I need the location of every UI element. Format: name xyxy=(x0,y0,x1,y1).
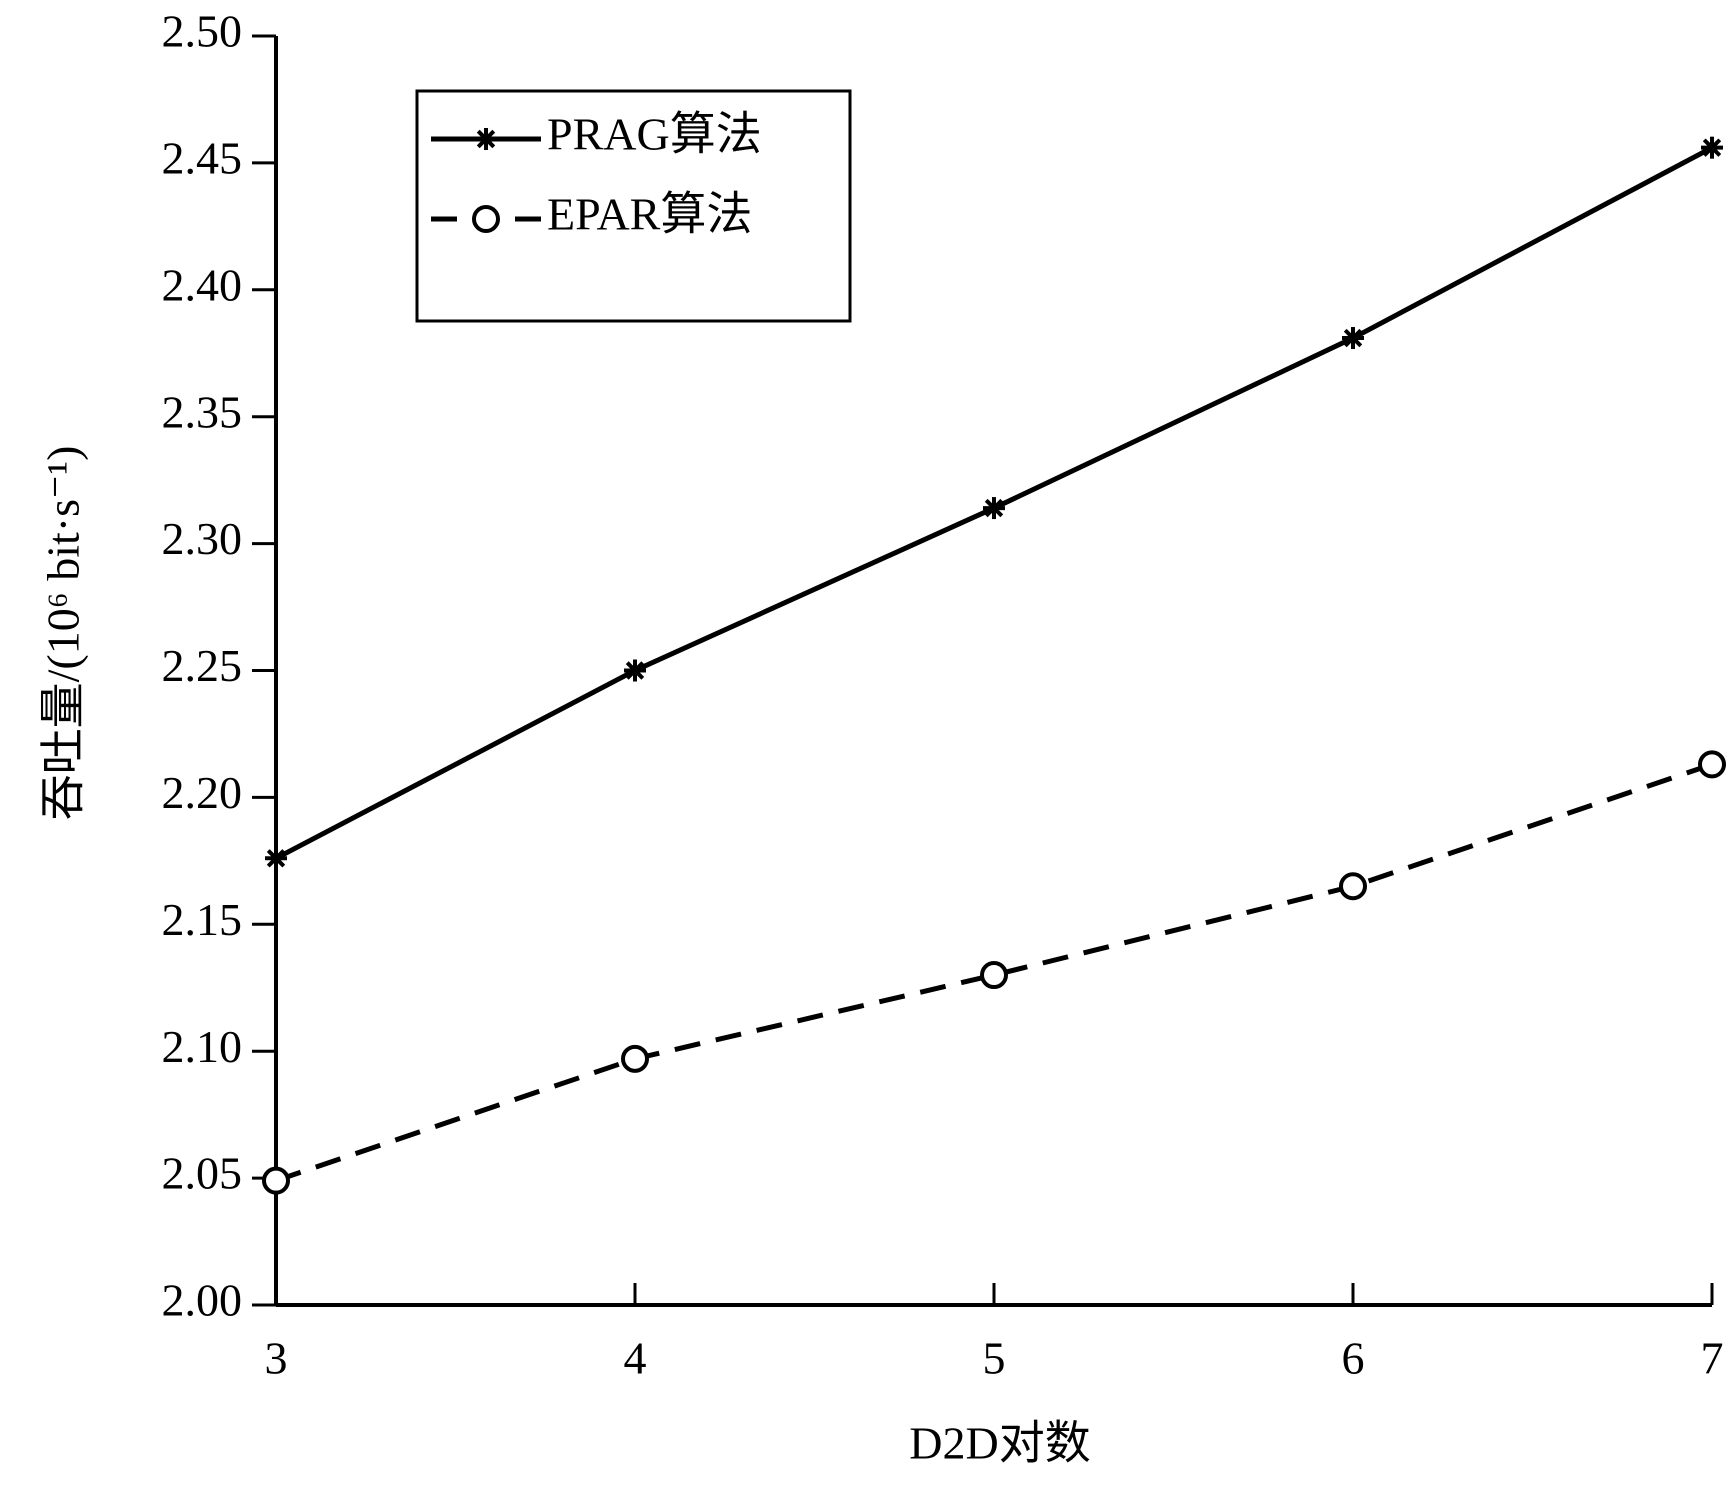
marker-stroke xyxy=(476,129,496,149)
y-tick-label: 2.10 xyxy=(162,1021,243,1072)
marker xyxy=(983,497,1005,520)
marker xyxy=(1698,750,1726,779)
marker xyxy=(621,1044,649,1073)
x-tick-label: 6 xyxy=(1342,1333,1365,1384)
marker xyxy=(1342,327,1364,350)
marker-stroke xyxy=(266,849,286,868)
marker-stroke xyxy=(625,661,645,680)
marker xyxy=(262,1166,290,1195)
marker-stroke xyxy=(1702,138,1722,157)
y-tick-label: 2.30 xyxy=(162,513,243,564)
marker-stroke xyxy=(1343,328,1363,348)
y-tick-label: 2.40 xyxy=(162,259,243,310)
marker xyxy=(980,961,1008,990)
legend-label: EPAR算法 xyxy=(547,189,752,240)
x-tick-label: 5 xyxy=(983,1333,1006,1384)
y-tick-label: 2.25 xyxy=(162,640,243,691)
x-tick-label: 4 xyxy=(624,1333,647,1384)
y-tick-label: 2.35 xyxy=(162,386,243,437)
x-tick-label: 7 xyxy=(1701,1333,1724,1384)
y-tick-label: 2.00 xyxy=(162,1275,243,1326)
series-line xyxy=(275,762,1713,1184)
y-tick-label: 2.45 xyxy=(162,132,243,183)
x-tick-label: 3 xyxy=(265,1333,288,1384)
y-axis-label: 吞吐量/(10⁶ bit·s⁻¹) xyxy=(38,446,89,821)
y-tick-label: 2.20 xyxy=(162,767,243,818)
y-tick-label: 2.15 xyxy=(162,894,243,945)
marker xyxy=(475,128,497,150)
marker xyxy=(1701,136,1723,159)
marker xyxy=(265,847,287,870)
marker-stroke xyxy=(984,498,1004,518)
marker xyxy=(472,205,500,233)
x-axis-label: D2D对数 xyxy=(909,1418,1090,1469)
y-tick-label: 2.50 xyxy=(162,6,243,57)
y-tick-label: 2.05 xyxy=(162,1148,243,1199)
marker xyxy=(1339,872,1367,901)
marker xyxy=(624,659,646,682)
legend-label: PRAG算法 xyxy=(547,109,762,160)
